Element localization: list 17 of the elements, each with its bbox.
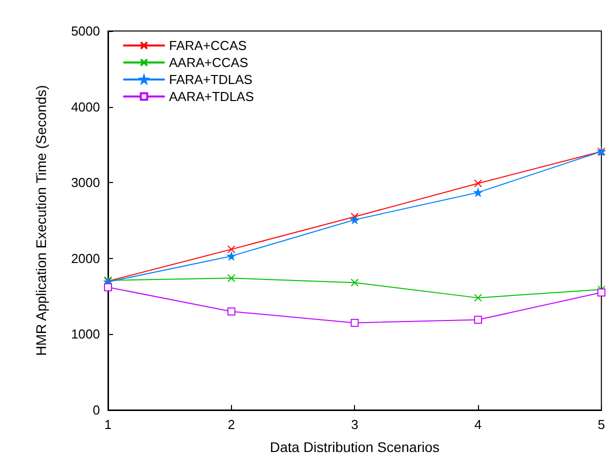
x-tick-label: 5 [598,417,605,432]
x-tick-label: 3 [351,417,358,432]
legend-label: FARA+TDLAS [169,72,253,87]
y-tick-label: 0 [92,402,100,418]
y-tick-label: 3000 [71,175,100,190]
y-tick-label: 5000 [71,24,100,38]
x-tick-label: 1 [104,417,112,432]
y-tick-label: 1000 [71,326,100,342]
y-axis-title: HMR Application Execution Time (Seconds) [33,85,49,356]
legend-label: FARA+CCAS [169,38,247,53]
x-tick-label: 2 [228,417,235,432]
legend-label: AARA+CCAS [169,55,248,70]
x-axis-title: Data Distribution Scenarios [270,439,440,455]
x-tick-label: 4 [474,417,482,432]
y-tick-label: 4000 [71,99,100,114]
y-tick-label: 2000 [71,250,100,266]
legend-label: AARA+TDLAS [169,89,254,104]
